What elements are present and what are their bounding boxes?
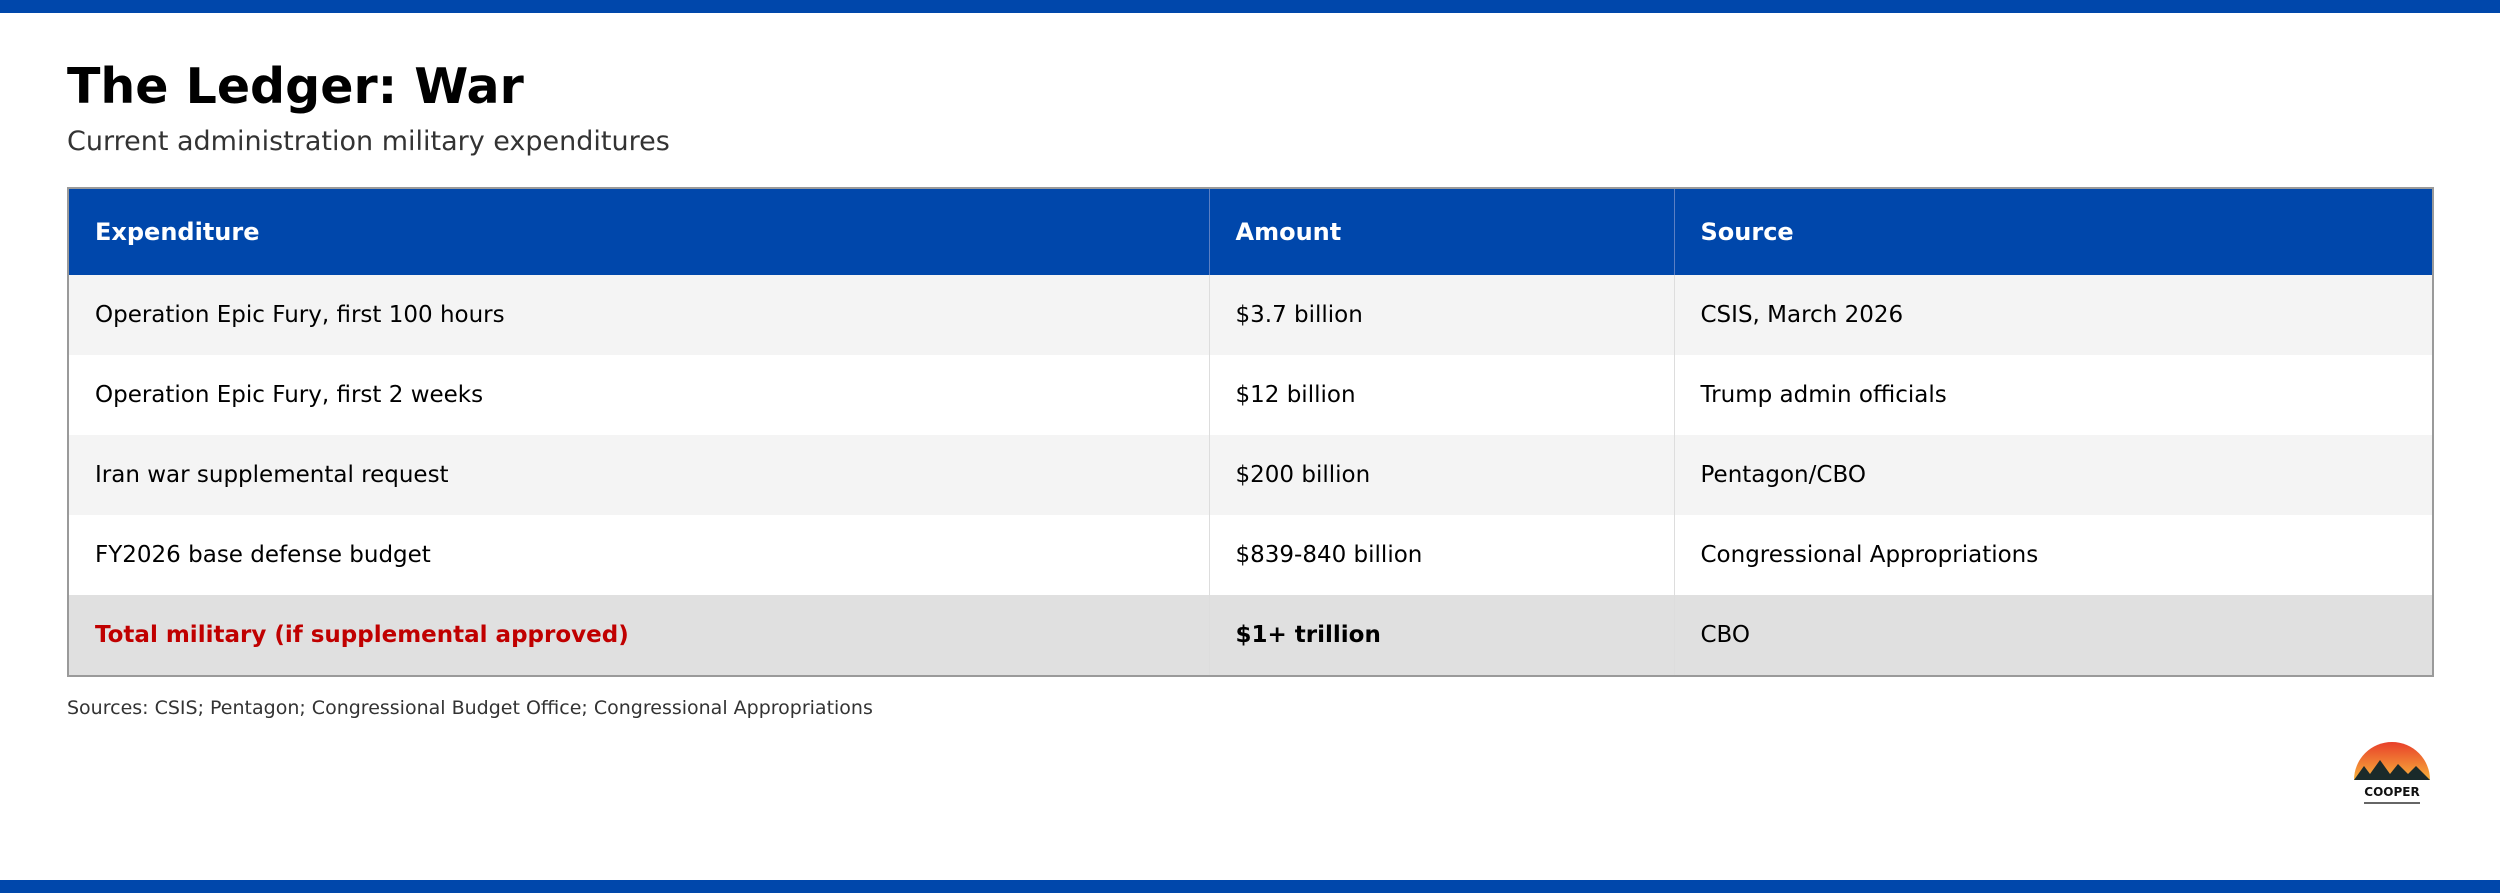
ledger-table: Expenditure Amount Source Operation Epic F… <box>67 187 2434 677</box>
table-cell: $1+ trillion <box>1208 595 1674 676</box>
table-cell: Congressional Appropriations <box>1673 515 2433 595</box>
table-cell: FY2026 base defense budget <box>68 515 1209 595</box>
table-cell: CBO <box>1673 595 2433 676</box>
table-row: Operation Epic Fury, first 100 hours $3.7… <box>68 275 2433 355</box>
column-header: Source <box>1673 188 2433 275</box>
subtitle: Current administration military expendit… <box>67 126 670 157</box>
table-cell: $839-840 billion <box>1208 515 1674 595</box>
table-cell: Operation Epic Fury, first 2 weeks <box>68 355 1209 435</box>
table-cell: CSIS, March 2026 <box>1673 275 2433 355</box>
logo-text: COOPER <box>2364 785 2419 799</box>
table-cell: Iran war supplemental request <box>68 435 1209 515</box>
top-bar <box>0 0 2500 13</box>
table-row: FY2026 base defense budget $839-840 billi… <box>68 515 2433 595</box>
table-cell: Pentagon/CBO <box>1673 435 2433 515</box>
table-cell: $200 billion <box>1208 435 1674 515</box>
table-cell: Total military (if supplemental approved… <box>68 595 1209 676</box>
bottom-bar <box>0 880 2500 893</box>
table-cell: $12 billion <box>1208 355 1674 435</box>
table-cell: Operation Epic Fury, first 100 hours <box>68 275 1209 355</box>
column-header: Amount <box>1208 188 1674 275</box>
table-cell: $3.7 billion <box>1208 275 1674 355</box>
footnote: Sources: CSIS; Pentagon; Congressional B… <box>67 697 873 719</box>
logo: COOPER <box>2354 742 2430 804</box>
table-row: Iran war supplemental request $200 billio… <box>68 435 2433 515</box>
header-row: Expenditure Amount Source <box>68 188 2433 275</box>
column-header: Expenditure <box>68 188 1209 275</box>
table-cell: Trump admin officials <box>1673 355 2433 435</box>
table-body: Operation Epic Fury, first 100 hours $3.7… <box>68 275 2433 676</box>
table-row: Total military (if supplemental approved… <box>68 595 2433 676</box>
title: The Ledger: War <box>67 58 524 115</box>
table-row: Operation Epic Fury, first 2 weeks $12 bi… <box>68 355 2433 435</box>
